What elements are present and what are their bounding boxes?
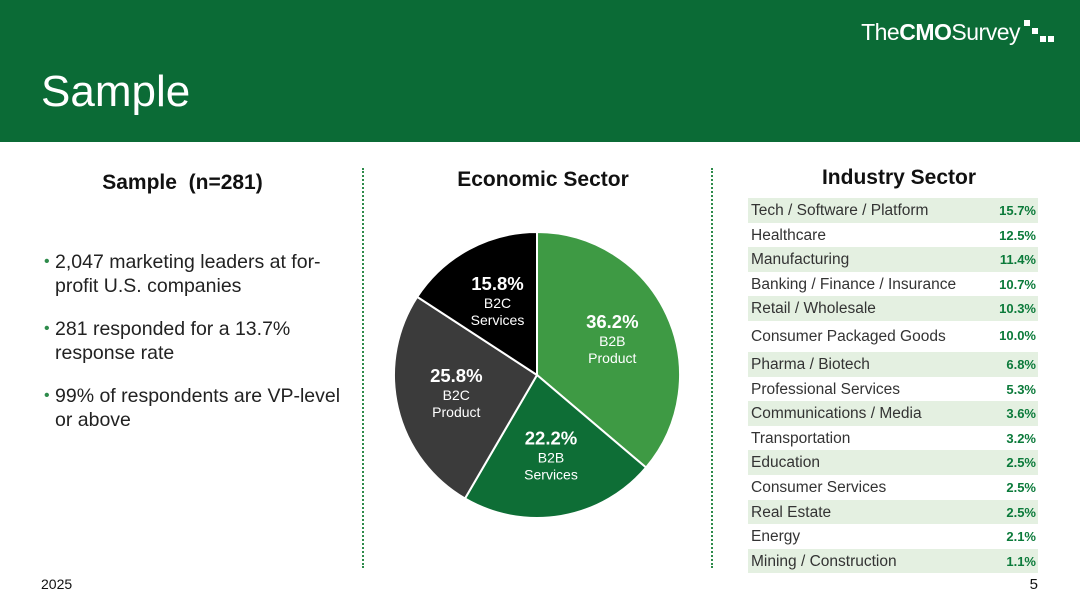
table-row: Education 2.5%	[748, 450, 1038, 475]
industry-sector-table: Tech / Software / Platform 15.7% Healthcar…	[748, 198, 1038, 574]
pie-label-line2: Product	[588, 350, 636, 366]
pie-label-line2: Product	[432, 404, 480, 420]
industry-percent: 2.1%	[1006, 529, 1036, 545]
industry-percent: 5.3%	[1006, 381, 1036, 397]
table-row: Manufacturing 11.4%	[748, 247, 1038, 272]
industry-percent: 15.7%	[999, 203, 1036, 218]
brand-suffix: Survey	[951, 18, 1020, 45]
bullet-item: 2,047 marketing leaders at for-profit U.…	[44, 250, 344, 298]
pie-label-pct: 25.8%	[430, 365, 482, 386]
industry-name: Energy	[751, 528, 801, 546]
pie-label-line1: B2C	[484, 295, 511, 311]
industry-percent: 2.5%	[1006, 479, 1036, 495]
page-title: Sample	[41, 67, 191, 116]
industry-name: Transportation	[751, 429, 851, 447]
industry-percent: 12.5%	[999, 227, 1036, 243]
pie-label-line1: B2B	[538, 450, 564, 466]
pie-label-line1: B2B	[599, 333, 625, 349]
industry-percent: 3.2%	[1006, 430, 1036, 446]
table-row: Real Estate 2.5%	[748, 499, 1038, 525]
table-row: Mining / Construction 1.1%	[748, 548, 1038, 574]
industry-sector-heading: Industry Sector	[821, 166, 977, 189]
industry-name: Tech / Software / Platform	[751, 202, 929, 219]
table-row: Consumer Packaged Goods 10.0%	[748, 321, 1038, 352]
industry-name: Mining / Construction	[751, 552, 897, 570]
economic-sector-heading: Economic Sector	[457, 168, 629, 191]
industry-name: Banking / Finance / Insurance	[751, 275, 957, 293]
industry-percent: 3.6%	[1006, 406, 1036, 422]
pie-slice-3	[415, 230, 538, 377]
table-row: Banking / Finance / Insurance 10.7%	[748, 272, 1038, 297]
pie-label-line2: Services	[524, 467, 578, 483]
industry-name: Education	[751, 454, 820, 472]
industry-percent: 10.3%	[999, 301, 1036, 317]
industry-name: Manufacturing	[751, 251, 850, 269]
pie-label-pct: 22.2%	[525, 428, 577, 449]
brand-prefix: The	[861, 18, 900, 45]
industry-percent: 2.5%	[1006, 504, 1036, 520]
industry-percent: 6.8%	[1006, 356, 1036, 372]
footer-year: 2025	[41, 576, 73, 592]
pie-label-pct: 15.8%	[471, 273, 523, 294]
brand-wordmark: TheCMOSurvey	[861, 18, 1020, 45]
bullet-item: 281 responded for a 13.7% response rate	[44, 317, 344, 365]
page-number: 5	[1029, 576, 1038, 593]
header-bar: Sample TheCMOSurvey	[0, 0, 1080, 142]
industry-name: Communications / Media	[751, 405, 922, 423]
column-divider-right	[711, 168, 713, 568]
table-row: Healthcare 12.5%	[748, 223, 1038, 248]
sample-bullet-list: 2,047 marketing leaders at for-profit U.…	[44, 250, 344, 451]
industry-name: Real Estate	[751, 503, 832, 521]
industry-name: Healthcare	[751, 226, 826, 244]
industry-name: Consumer Packaged Goods	[751, 327, 946, 345]
industry-name: Professional Services	[751, 380, 901, 398]
industry-name: Retail / Wholesale	[751, 300, 876, 318]
industry-percent: 11.4%	[999, 252, 1036, 268]
bullet-item: 99% of respondents are VP-level or above	[44, 384, 344, 432]
table-row: Retail / Wholesale 10.3%	[748, 296, 1038, 321]
column-divider-left	[362, 168, 364, 568]
pie-slice-2	[393, 295, 539, 500]
table-row: Communications / Media 3.6%	[748, 401, 1038, 426]
industry-percent: 10.7%	[999, 276, 1036, 292]
industry-name: Pharma / Biotech	[751, 355, 870, 373]
industry-percent: 2.5%	[1006, 455, 1036, 471]
pie-label-pct: 36.2%	[586, 311, 638, 332]
table-row: Professional Services 5.3%	[748, 377, 1038, 402]
table-row: Pharma / Biotech 6.8%	[748, 351, 1038, 377]
industry-name: Consumer Services	[751, 478, 887, 496]
sample-heading: Sample (n=281)	[102, 171, 263, 194]
brand-dots-icon	[1024, 18, 1054, 46]
table-row: Consumer Services 2.5%	[748, 475, 1038, 500]
industry-percent: 10.0%	[999, 327, 1036, 343]
table-row: Transportation 3.2%	[748, 426, 1038, 451]
table-row: Tech / Software / Platform 15.7%	[748, 198, 1038, 223]
pie-slice-1	[463, 373, 648, 519]
pie-label-line1: B2C	[443, 387, 470, 403]
brand-bold: CMO	[899, 18, 952, 45]
pie-slice-0	[536, 230, 681, 469]
brand-logo: TheCMOSurvey	[861, 16, 1054, 48]
industry-percent: 1.1%	[1006, 553, 1036, 569]
table-row: Energy 2.1%	[748, 524, 1038, 549]
pie-label-line2: Services	[471, 312, 525, 328]
